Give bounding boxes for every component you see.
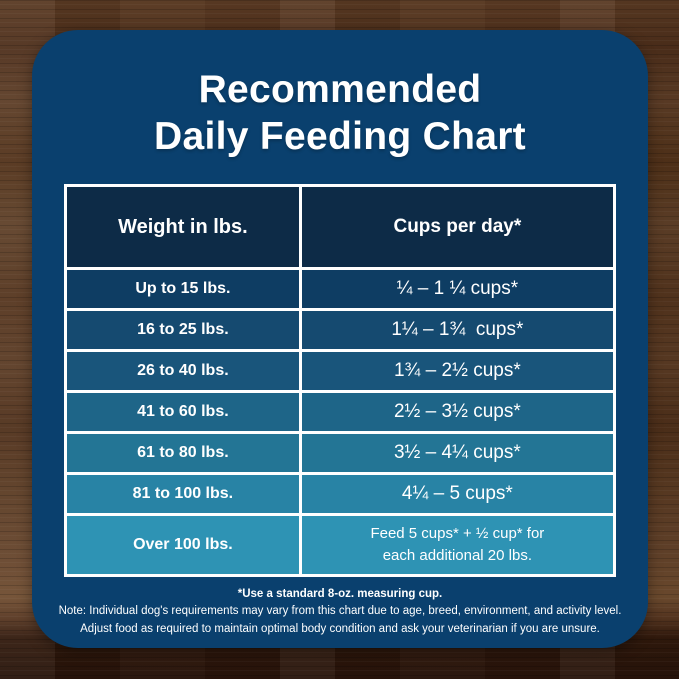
feeding-table: Weight in lbs. Cups per day* Up to 15 lb… [64, 184, 616, 577]
title-line-1: Recommended [198, 68, 482, 111]
page-title: Recommended Daily Feeding Chart [32, 30, 648, 161]
table-row: 16 to 25 lbs. 1¼ – 1¾ cups* [67, 308, 613, 349]
cups-cell: 1¼ – 1¾ cups* [391, 319, 524, 340]
table-row: 41 to 60 lbs. 2½ – 3½ cups* [67, 390, 613, 431]
footnote-measuring-cup: *Use a standard 8-oz. measuring cup. [237, 588, 443, 600]
footnotes: *Use a standard 8-oz. measuring cup. Not… [32, 586, 648, 638]
cups-cell: Feed 5 cups* + ½ cup* for each additiona… [370, 524, 545, 565]
weight-cell: 61 to 80 lbs. [67, 434, 302, 472]
cups-cell: 4¼ – 5 cups* [401, 483, 513, 504]
table-row: 81 to 100 lbs. 4¼ – 5 cups* [67, 472, 613, 513]
column-header-cups: Cups per day* [393, 216, 522, 237]
weight-cell: 41 to 60 lbs. [67, 393, 302, 431]
cups-cell: 3½ – 4¼ cups* [393, 442, 521, 463]
title-line-2: Daily Feeding Chart [154, 114, 526, 158]
footnote-note: Note: Individual dog's requirements may … [58, 605, 622, 618]
weight-cell: 81 to 100 lbs. [67, 475, 302, 513]
table-header-row: Weight in lbs. Cups per day* [67, 187, 613, 267]
weight-cell: Up to 15 lbs. [67, 270, 302, 308]
table-row: 26 to 40 lbs. 1¾ – 2½ cups* [67, 349, 613, 390]
weight-cell: 26 to 40 lbs. [67, 352, 302, 390]
column-header-weight: Weight in lbs. [67, 187, 302, 267]
cups-cell: 1¾ – 2½ cups* [393, 360, 521, 381]
footnote-adjust: Adjust food as required to maintain opti… [80, 622, 600, 635]
cups-cell: ¼ – 1 ¼ cups* [396, 278, 519, 299]
weight-cell: 16 to 25 lbs. [67, 311, 302, 349]
cups-cell: 2½ – 3½ cups* [393, 401, 521, 422]
table-row: Over 100 lbs. Feed 5 cups* + ½ cup* for … [67, 513, 613, 574]
weight-cell: Over 100 lbs. [67, 516, 302, 574]
table-row: Up to 15 lbs. ¼ – 1 ¼ cups* [67, 267, 613, 308]
table-row: 61 to 80 lbs. 3½ – 4¼ cups* [67, 431, 613, 472]
feeding-chart-card: Recommended Daily Feeding Chart Weight i… [32, 30, 648, 648]
